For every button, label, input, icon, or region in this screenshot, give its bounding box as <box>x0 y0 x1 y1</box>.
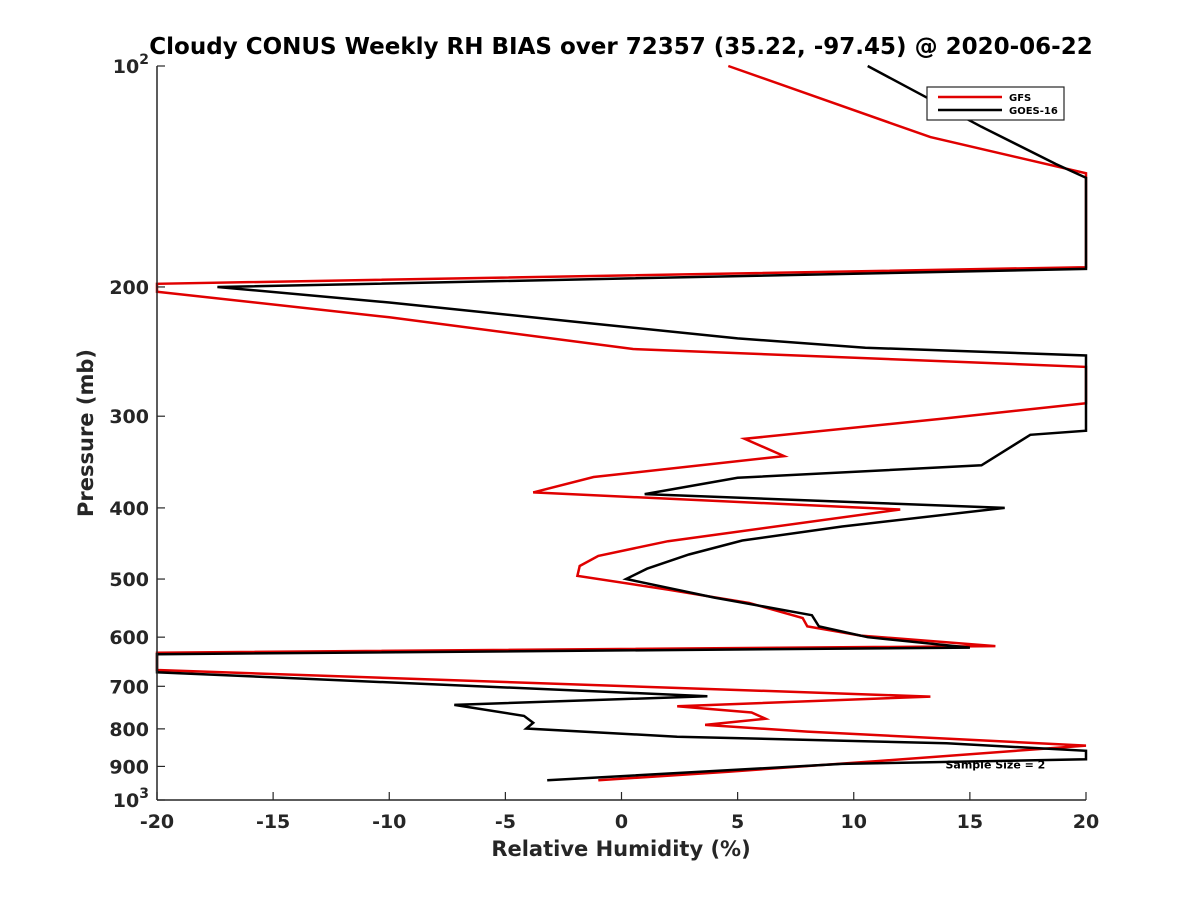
y-axis-ticks: 102 200 300 400 500 600 700 800 900 103 <box>109 52 165 812</box>
series-line-goes-16 <box>155 64 1088 782</box>
y-tick-label: 200 <box>109 277 149 299</box>
sample-size-annotation: Sample Size = 2 <box>946 759 1046 772</box>
x-tick-label: 5 <box>731 811 744 833</box>
x-tick-label: 20 <box>1073 811 1099 833</box>
chart-title: Cloudy CONUS Weekly RH BIAS over 72357 (… <box>149 34 1092 60</box>
y-tick-label: 900 <box>109 756 149 778</box>
x-tick-label: -5 <box>495 811 516 833</box>
legend-label-gfs: GFS <box>1009 93 1031 104</box>
x-tick-label: 10 <box>841 811 867 833</box>
y-tick-label: 103 <box>113 786 149 812</box>
y-tick-label: 300 <box>109 406 149 428</box>
plot-area <box>157 66 1086 800</box>
legend-label-goes-16: GOES-16 <box>1009 106 1058 117</box>
x-tick-label: 15 <box>957 811 983 833</box>
y-tick-label: 700 <box>109 676 149 698</box>
x-axis-ticks: -20 -15 -10 -5 0 5 10 15 20 <box>140 792 1099 833</box>
x-axis-label: Relative Humidity (%) <box>491 837 750 861</box>
y-tick-label: 400 <box>109 498 149 520</box>
x-tick-label: -10 <box>372 811 406 833</box>
y-tick-label: 102 <box>113 52 149 78</box>
x-tick-label: -15 <box>256 811 290 833</box>
y-tick-label: 600 <box>109 627 149 649</box>
legend-box <box>926 86 1065 121</box>
x-tick-label: -20 <box>140 811 174 833</box>
series-layer <box>155 64 1088 782</box>
x-tick-label: 0 <box>615 811 628 833</box>
series-line-gfs <box>155 64 1088 782</box>
y-tick-label: 500 <box>109 569 149 591</box>
y-tick-label: 800 <box>109 719 149 741</box>
y-axis-label: Pressure (mb) <box>74 349 98 517</box>
legend: GFS GOES-16 <box>926 86 1065 121</box>
